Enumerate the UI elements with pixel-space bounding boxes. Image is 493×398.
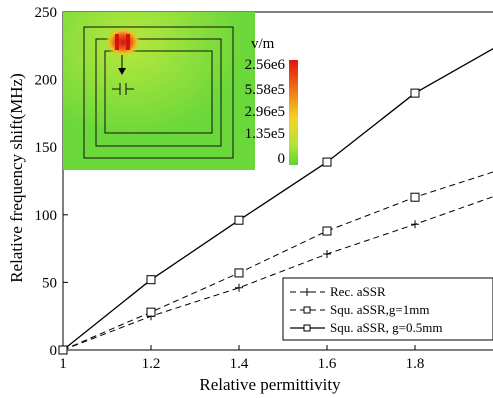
colorbar-label-0: 2.56e6 [245,57,286,73]
y-axis: 0 50 100 150 200 250 [35,5,68,359]
legend-entry-0: Rec. aSSR [290,284,386,299]
legend-label-1: Squ. aSSR,g=1mm [330,302,429,317]
legend-label-2: Squ. aSSR, g=0.5mm [330,320,442,335]
x-tick-label-1-8: 1.8 [406,356,425,372]
y-tick-label-200: 200 [35,73,58,89]
legend-box [282,277,493,341]
y-tick-label-250: 250 [35,5,58,21]
inset-field-hotspot [105,27,141,57]
y-tick-label-100: 100 [35,208,58,224]
x-tick-label-1: 1 [59,356,67,372]
series-rec-assr-point-3 [323,250,331,259]
legend-entry-2: Squ. aSSR, g=0.5mm [290,320,442,335]
x-axis: 1 1.2 1.4 1.6 1.8 [59,345,424,372]
y-tick-label-0: 0 [50,343,58,359]
colorbar-label-3: 1.35e5 [245,126,285,142]
series-squ-assr-g05 [58,48,493,355]
colorbar-label-2: 2.96e5 [245,104,285,120]
inset-gap-left [115,34,119,50]
legend-marker-plus-icon [303,288,311,296]
y-tick-label-150: 150 [35,140,58,156]
legend-marker-square-icon [303,306,311,314]
x-tick-label-1-6: 1.6 [318,356,337,372]
x-tick-label-1-4: 1.4 [230,356,249,372]
series-rec-assr-point-4 [411,220,419,229]
inset-outer-ring [83,26,234,159]
series-squ-assr-g1-point-4 [410,192,420,202]
series-rec-assr-line [62,196,493,351]
series-squ-assr-g05-point-3 [322,157,332,167]
colorbar [289,60,298,165]
y-axis-title: Relative frequency shift(MHz) [7,73,26,283]
x-tick-1-4: 1.4 [230,345,249,372]
inset-gap-right [126,34,130,50]
inset-inner-ring [104,50,213,134]
series-rec-assr-point-2 [235,283,243,292]
series-squ-assr-g1-point-3 [322,226,332,236]
series-squ-assr-g05-line [62,48,493,351]
y-tick-50: 50 [42,275,68,291]
series-squ-assr-g1-point-2 [234,268,244,278]
plot-frame [62,11,493,351]
series-squ-assr-g05-point-2 [234,215,244,225]
x-axis-title: Relative permittivity [199,375,341,394]
x-tick-label-1-2: 1.2 [142,356,161,372]
colorbar-label-1: 5.58e5 [245,82,285,98]
legend-entry-1: Squ. aSSR,g=1mm [290,302,429,317]
plot-area [62,11,493,351]
series-squ-assr-g1-line [62,171,493,351]
series-squ-assr-g05-point-1 [146,275,156,285]
series-squ-assr-g1-point-1 [146,307,156,317]
series-squ-assr-g05-markers [58,88,420,355]
y-tick-100: 100 [35,208,68,224]
x-tick-1-8: 1.8 [406,345,425,372]
series-squ-assr-g05-point-0 [58,345,68,355]
inset-background [63,12,255,170]
inset-field-map: v/m 2.56e6 5.58e5 2.96e5 1.35e5 0 [63,12,298,170]
colorbar-label-4: 0 [278,151,286,167]
y-tick-label-50: 50 [42,275,57,291]
inset-arrow-head-icon [118,68,126,75]
colorbar-unit: v/m [251,36,275,52]
x-tick-1-6: 1.6 [318,345,337,372]
series-squ-assr-g05-point-4 [410,88,420,98]
inset-ring-middle [95,38,222,147]
inset-capacitor-icon [112,83,134,95]
series-group [58,48,493,355]
legend: Rec. aSSR Squ. aSSR,g=1mm Squ. aSSR, g=0… [282,277,493,341]
legend-marker-square-icon-2 [303,324,311,332]
legend-label-0: Rec. aSSR [330,284,386,299]
x-tick-1-2: 1.2 [142,345,161,372]
